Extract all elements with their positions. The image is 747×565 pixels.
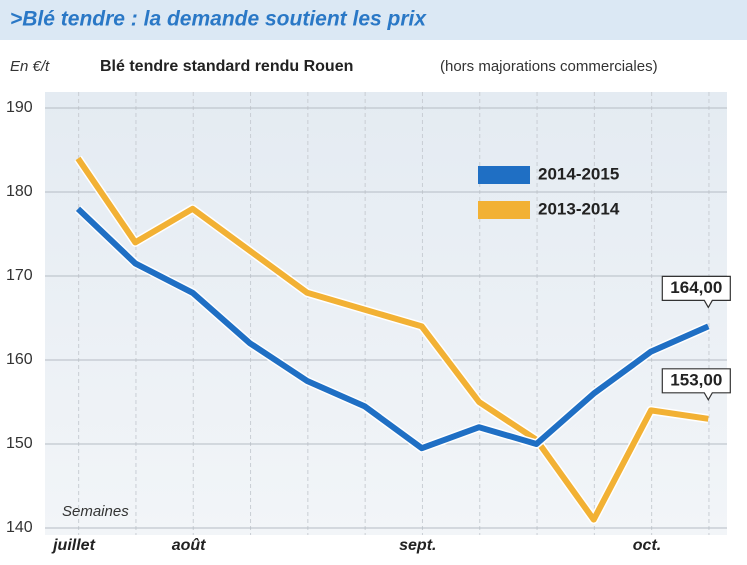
x-tick-label: juillet: [51, 537, 95, 554]
subtitle-note: (hors majorations commerciales): [440, 58, 658, 75]
y-tick-label: 150: [6, 435, 33, 452]
header-band: [0, 0, 747, 40]
legend-swatch: [478, 166, 530, 184]
y-tick-label: 180: [6, 183, 33, 200]
y-tick-label: 170: [6, 267, 33, 284]
value-label-box: [661, 275, 731, 309]
series-line: [75, 206, 710, 452]
y-tick-label: 190: [6, 99, 33, 116]
legend-label: 2013-2014: [538, 199, 620, 218]
legend-swatch: [478, 201, 530, 219]
y-tick-label: 140: [6, 519, 33, 536]
subtitle: Blé tendre standard rendu Rouen: [100, 58, 353, 75]
x-axis-label: Semaines: [62, 503, 129, 520]
value-label: 153,00: [670, 370, 722, 389]
y-tick-label: 160: [6, 351, 33, 368]
chart-title: >Blé tendre : la demande soutient les pr…: [10, 8, 427, 31]
x-tick-label: sept.: [399, 537, 436, 554]
series-line: [75, 156, 709, 523]
x-tick-label: août: [172, 537, 206, 554]
x-tick-label: oct.: [633, 537, 661, 554]
value-label: 164,00: [670, 278, 722, 297]
legend-label: 2014-2015: [538, 164, 619, 183]
unit-label: En €/t: [10, 58, 50, 75]
value-label-box: [661, 368, 731, 402]
